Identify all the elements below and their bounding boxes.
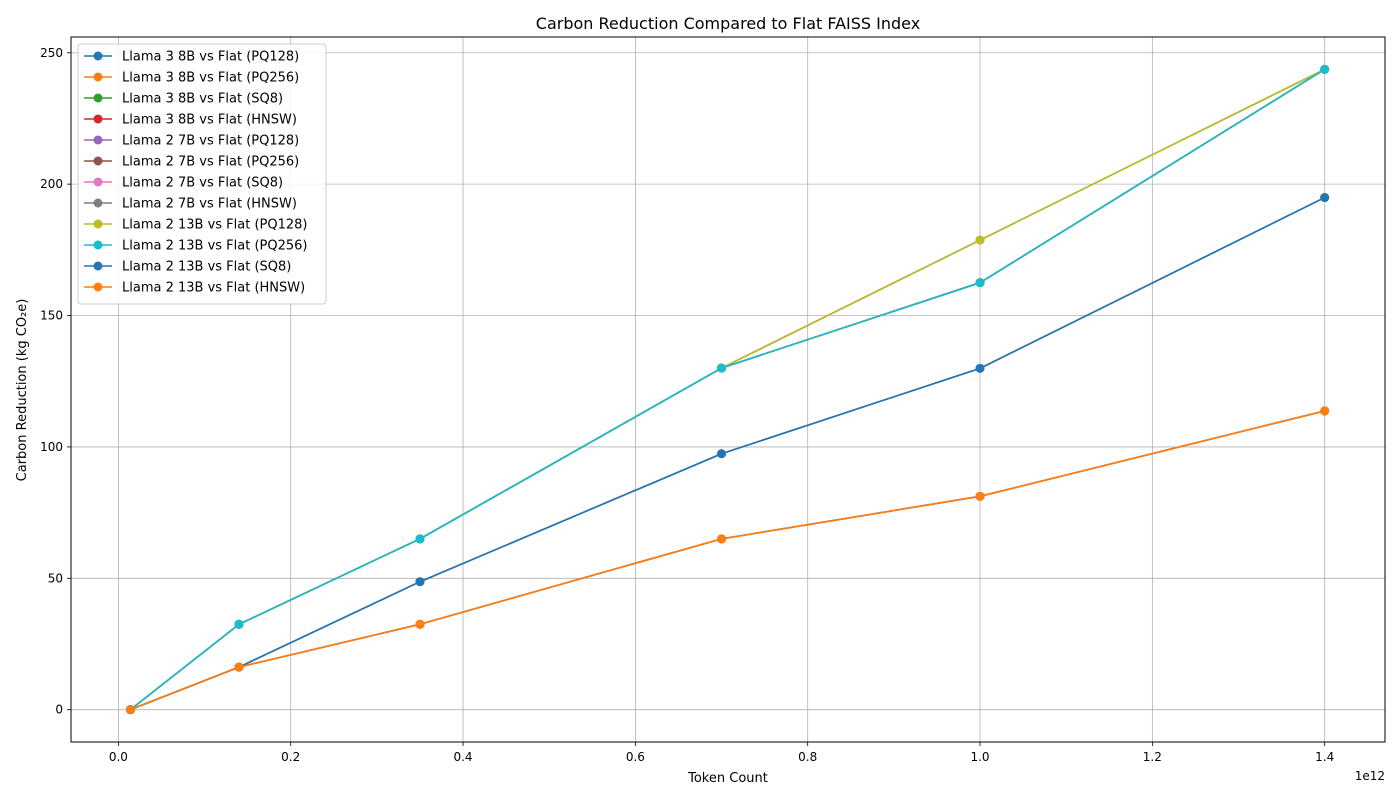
legend-item: Llama 3 8B vs Flat (SQ8) [84, 92, 283, 107]
chart-title: Carbon Reduction Compared to Flat FAISS … [536, 14, 920, 33]
data-point-series-10 [1320, 64, 1330, 74]
data-point-series-12 [415, 619, 425, 629]
x-axis-offset-label: 1e12 [1355, 769, 1385, 783]
y-axis-label: Carbon Reduction (kg CO₂e) [15, 299, 30, 482]
y-tick-label: 0 [55, 703, 63, 717]
legend-swatch-marker [93, 282, 103, 292]
legend-label: Llama 2 13B vs Flat (HNSW) [122, 281, 305, 296]
legend-item: Llama 2 7B vs Flat (HNSW) [84, 197, 297, 212]
legend-swatch-marker [93, 198, 103, 208]
x-tick-label: 0.2 [281, 750, 300, 764]
legend-label: Llama 2 13B vs Flat (PQ128) [122, 218, 308, 233]
legend-swatch-marker [93, 156, 103, 166]
legend-label: Llama 3 8B vs Flat (SQ8) [122, 92, 283, 107]
data-point-series-10 [415, 534, 425, 544]
data-point-series-10 [717, 363, 727, 373]
y-tick-label: 150 [40, 309, 63, 323]
x-tick-label: 0.0 [109, 750, 128, 764]
legend-item: Llama 2 13B vs Flat (PQ256) [84, 239, 308, 254]
legend-swatch-marker [93, 177, 103, 187]
data-point-series-12 [975, 491, 985, 501]
y-tick-label: 200 [40, 177, 63, 191]
x-tick-label: 1.0 [970, 750, 989, 764]
legend-label: Llama 2 7B vs Flat (SQ8) [122, 176, 283, 191]
legend-swatch-marker [93, 135, 103, 145]
x-tick-label: 0.4 [453, 750, 472, 764]
data-point-series-12 [1320, 406, 1330, 416]
legend-box [77, 43, 327, 305]
data-point-series-11 [1320, 193, 1330, 203]
legend-item: Llama 2 7B vs Flat (SQ8) [84, 176, 283, 191]
legend-swatch-marker [93, 51, 103, 61]
legend-item: Llama 2 13B vs Flat (SQ8) [84, 260, 291, 275]
data-points [125, 64, 1330, 715]
x-tick-label: 0.6 [626, 750, 645, 764]
x-tick-label: 0.8 [798, 750, 817, 764]
legend-label: Llama 3 8B vs Flat (HNSW) [122, 113, 297, 128]
legend-label: Llama 3 8B vs Flat (PQ256) [122, 71, 299, 86]
legend-item: Llama 2 7B vs Flat (PQ128) [84, 134, 299, 149]
y-tick-label: 50 [48, 571, 63, 585]
legend-swatch-marker [93, 114, 103, 124]
data-point-series-10 [234, 619, 244, 629]
legend-item: Llama 3 8B vs Flat (HNSW) [84, 113, 297, 128]
legend-swatch-marker [93, 240, 103, 250]
grid [71, 37, 1385, 742]
legend-swatch-marker [93, 261, 103, 271]
series-lines [129, 68, 1326, 711]
legend-swatch-marker [93, 93, 103, 103]
data-point-series-11 [975, 363, 985, 373]
legend-item: Llama 2 7B vs Flat (PQ256) [84, 155, 299, 170]
legend-item: Llama 2 13B vs Flat (HNSW) [84, 281, 305, 296]
data-point-series-11 [415, 577, 425, 587]
series-line-12 [130, 410, 1325, 711]
legend-swatch-marker [93, 72, 103, 82]
data-point-series-12 [717, 534, 727, 544]
legend-item: Llama 3 8B vs Flat (PQ128) [84, 50, 299, 65]
plot-frame [70, 36, 1386, 743]
legend-swatch-marker [93, 219, 103, 229]
legend-label: Llama 3 8B vs Flat (PQ128) [122, 50, 299, 65]
axis-ticks: 0.0 0.2 0.4 0.6 0.8 1.0 1.2 1.4 0 50 100 150 200 250 [40, 46, 1334, 764]
legend-label: Llama 2 13B vs Flat (SQ8) [122, 260, 291, 275]
legend-label: Llama 2 7B vs Flat (PQ128) [122, 134, 299, 149]
data-point-series-9 [975, 235, 985, 245]
series-line-10 [129, 68, 1326, 711]
data-point-series-11 [717, 449, 727, 459]
legend-label: Llama 2 7B vs Flat (HNSW) [122, 197, 297, 212]
legend-label: Llama 2 7B vs Flat (PQ256) [122, 155, 299, 170]
legend: Llama 3 8B vs Flat (PQ128) Llama 3 8B vs … [77, 43, 327, 305]
legend-label: Llama 2 13B vs Flat (PQ256) [122, 239, 308, 254]
y-tick-label: 100 [40, 440, 63, 454]
x-tick-label: 1.2 [1143, 750, 1162, 764]
legend-item: Llama 2 13B vs Flat (PQ128) [84, 218, 308, 233]
y-tick-label: 250 [40, 46, 63, 60]
data-point-series-12 [125, 705, 135, 715]
x-tick-label: 1.4 [1315, 750, 1334, 764]
data-point-series-10 [975, 278, 985, 288]
legend-item: Llama 3 8B vs Flat (PQ256) [84, 71, 299, 86]
data-point-series-12 [234, 662, 244, 672]
x-axis-label: Token Count [687, 771, 768, 786]
